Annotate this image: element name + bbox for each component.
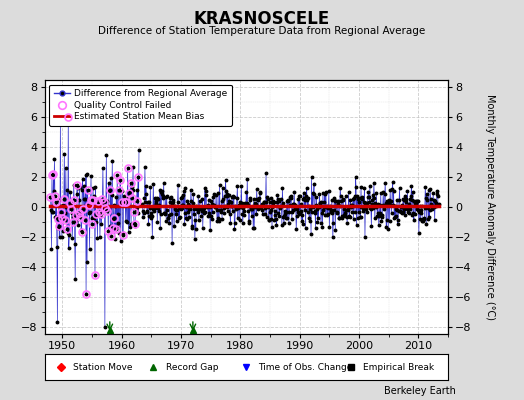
- Text: Empirical Break: Empirical Break: [363, 362, 434, 372]
- Legend: Difference from Regional Average, Quality Control Failed, Estimated Station Mean: Difference from Regional Average, Qualit…: [49, 84, 232, 126]
- Text: Time of Obs. Change: Time of Obs. Change: [258, 362, 353, 372]
- Text: Station Move: Station Move: [73, 362, 132, 372]
- Text: Berkeley Earth: Berkeley Earth: [384, 386, 456, 396]
- Y-axis label: Monthly Temperature Anomaly Difference (°C): Monthly Temperature Anomaly Difference (…: [485, 94, 495, 320]
- Text: KRASNOSCELE: KRASNOSCELE: [194, 10, 330, 28]
- Text: Record Gap: Record Gap: [166, 362, 218, 372]
- Text: Difference of Station Temperature Data from Regional Average: Difference of Station Temperature Data f…: [99, 26, 425, 36]
